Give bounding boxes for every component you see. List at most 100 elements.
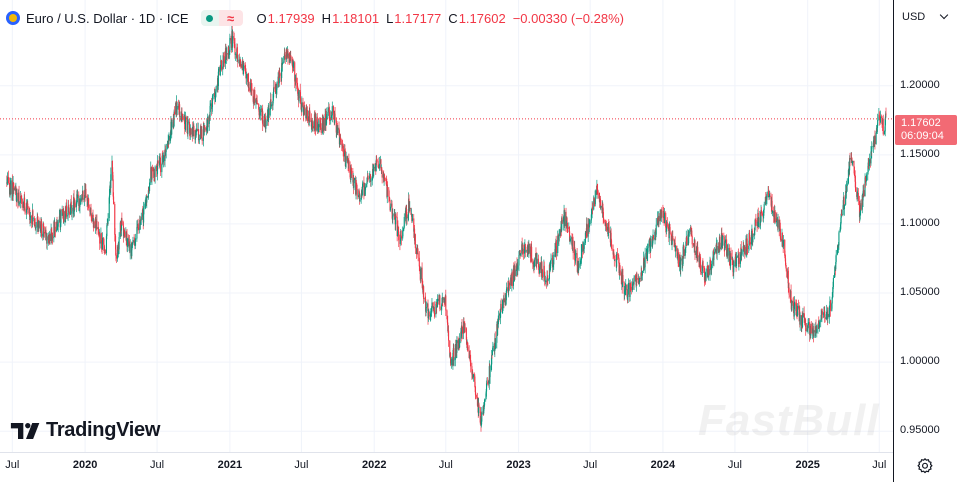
candle-body [796,305,798,317]
candle-body [507,287,509,291]
candle [654,228,656,241]
candle [760,206,762,217]
candle [107,213,109,226]
candle [461,321,463,339]
candle [214,95,216,103]
candle-body [564,211,566,227]
candle [843,204,846,216]
candle-body [489,366,491,378]
candle-body [136,225,138,228]
candle [724,235,726,249]
candle-body [765,197,767,202]
candle-body [403,216,405,228]
candle [600,205,602,211]
candle [139,215,141,230]
candle [583,239,585,254]
candle-body [623,282,625,294]
candle-body [759,217,761,223]
candle-body [546,277,548,283]
price-axis[interactable] [893,0,957,452]
candle [350,164,352,174]
candle-body [608,227,610,233]
candle-body [701,271,703,274]
candle [353,177,355,184]
candle-body [688,233,690,244]
candle-body [251,89,253,91]
candle [872,136,874,153]
candle-body [720,247,722,250]
candle [831,302,833,312]
candle-body [690,226,692,232]
candle [749,229,751,246]
candle [478,402,480,408]
candle-body [870,151,872,153]
candle [464,321,466,334]
candle-body [834,272,836,278]
candle-body [364,189,366,191]
candle-body [817,325,819,329]
candle-body [373,166,375,171]
candle-body [619,270,621,276]
candle [193,123,195,137]
candle-body [839,228,841,233]
market-status[interactable]: ≈ [200,10,243,26]
chart-plot-area[interactable] [0,0,893,452]
candle [115,245,117,262]
candle-body [463,321,465,329]
candle [74,198,76,211]
candle-body [607,222,609,236]
candle [730,247,732,260]
candle-body [34,225,36,228]
candle-body [819,322,821,328]
gear-icon[interactable] [916,457,934,475]
candle [104,249,106,255]
candle-body [331,106,333,116]
candle-body [864,177,866,197]
candle [123,227,125,239]
time-axis[interactable] [0,452,893,482]
candle [867,158,869,175]
candle-body [105,236,108,254]
candle [524,243,526,247]
candle [663,207,666,224]
candlestick-chart[interactable] [0,0,893,452]
tradingview-logo[interactable]: TradingView [10,419,160,442]
candle [712,256,714,269]
candle-body [846,183,848,187]
candle-body [115,235,117,250]
candle-body [402,230,404,239]
candle-body [140,216,142,221]
price-tick-label: 1.05000 [900,286,940,299]
candle-body [843,197,845,210]
candle [531,241,533,263]
candle [286,48,288,59]
symbol-title[interactable]: Euro / U.S. Dollar · 1D · ICE [26,10,189,26]
candle [165,143,167,159]
candle-body [359,193,361,202]
candle-body [296,82,299,88]
candle-body [648,240,650,248]
candle-body [428,312,430,317]
candle-body [348,160,350,166]
candle-body [591,207,593,214]
candle-body [717,246,719,251]
candle-body [840,213,842,218]
candle [34,218,36,231]
candle-body [216,85,218,91]
candle-body [389,197,391,201]
candle-body [771,200,773,214]
currency-dropdown[interactable]: USD [897,5,953,29]
candle-body [480,417,482,426]
candle-body [508,282,511,286]
candle-body [29,216,32,218]
candle-body [190,127,192,129]
candle-body [691,236,693,245]
candle-body [627,282,630,290]
candle-body [453,348,455,361]
candle-body [236,47,238,58]
candle-body [657,218,659,226]
candle-body [602,203,604,209]
candle [497,310,499,328]
candle [368,173,371,183]
candle-body [432,302,434,309]
